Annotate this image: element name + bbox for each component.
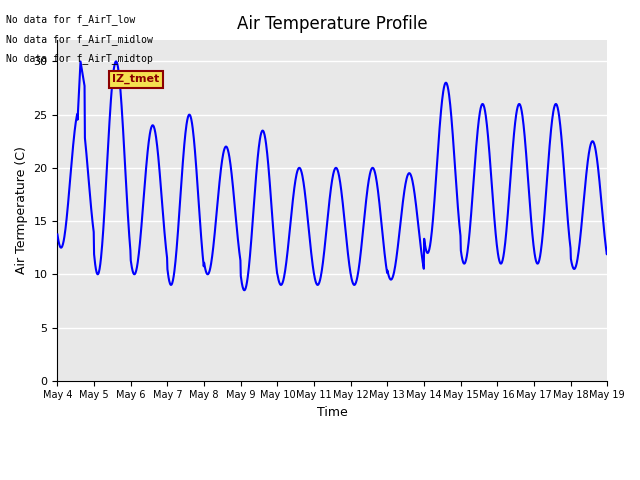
AirT 22m bbox=[604, 250, 611, 255]
Y-axis label: Air Termperature (C): Air Termperature (C) bbox=[15, 146, 28, 275]
Title: Air Temperature Profile: Air Temperature Profile bbox=[237, 15, 428, 33]
Line: AirT 22m: AirT 22m bbox=[58, 61, 607, 290]
AirT 22m bbox=[241, 288, 248, 293]
Text: No data for f_AirT_midtop: No data for f_AirT_midtop bbox=[6, 53, 153, 64]
AirT 22m bbox=[96, 264, 104, 269]
AirT 22m bbox=[309, 262, 317, 268]
Legend:  bbox=[327, 426, 337, 436]
Text: No data for f_AirT_low: No data for f_AirT_low bbox=[6, 14, 136, 25]
Text: No data for f_AirT_midlow: No data for f_AirT_midlow bbox=[6, 34, 153, 45]
X-axis label: Time: Time bbox=[317, 406, 348, 419]
AirT 22m bbox=[54, 231, 61, 237]
AirT 22m bbox=[299, 175, 307, 181]
AirT 22m bbox=[287, 211, 295, 217]
Text: IZ_tmet: IZ_tmet bbox=[112, 74, 159, 84]
AirT 22m bbox=[367, 167, 375, 173]
AirT 22m bbox=[119, 120, 127, 126]
AirT 22m bbox=[112, 59, 120, 64]
